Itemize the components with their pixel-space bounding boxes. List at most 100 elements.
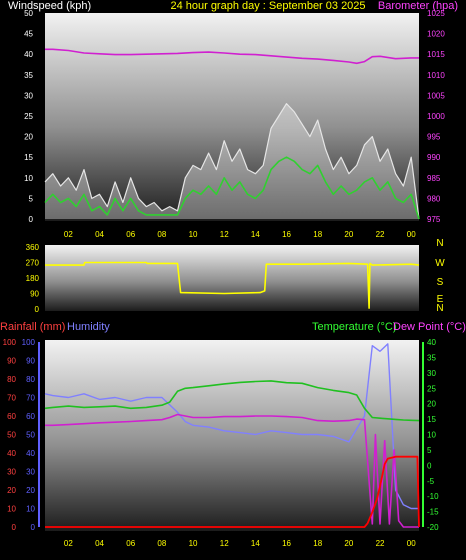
wind-y-tick: 45 [24, 30, 33, 39]
temperature-line [44, 380, 420, 422]
compass-label: N [436, 238, 443, 249]
humidity-y-tick: 60 [26, 412, 35, 421]
humidity-y-tick: 100 [22, 338, 36, 347]
humidity-line [44, 343, 419, 510]
barometer-line [45, 48, 419, 65]
rainfall-line [45, 455, 420, 528]
baro-y-tick: 1020 [427, 30, 445, 39]
wind-gust-line [44, 102, 420, 220]
dewpoint-title: Dew Point (°C) [393, 321, 466, 333]
climate-panel-bg [45, 340, 419, 531]
wind-y-tick: 40 [24, 50, 33, 59]
dewpoint-line [45, 413, 419, 528]
wind-y-tick: 10 [24, 174, 33, 183]
wind-x-tick: 14 [251, 230, 260, 239]
climate-x-tick: 04 [95, 539, 104, 548]
wind-y-tick: 50 [24, 9, 33, 18]
humidity-title: Humidity [67, 321, 110, 333]
wind-x-tick: 10 [189, 230, 198, 239]
rain-y-tick: 90 [7, 357, 16, 366]
wind-avg-line [44, 156, 420, 220]
direction-y-tick: 90 [30, 290, 39, 299]
rain-y-tick: 50 [7, 431, 16, 440]
wind-x-tick: 20 [344, 230, 353, 239]
temperature-y-tick: -20 [427, 523, 439, 532]
wind-y-tick: 15 [24, 153, 33, 162]
chart-marks: 0510152025303540455097598098599099510001… [3, 9, 446, 548]
climate-x-tick: 00 [407, 539, 416, 548]
climate-x-tick: 12 [220, 539, 229, 548]
climate-x-tick: 10 [189, 539, 198, 548]
wind-y-tick: 5 [29, 194, 34, 203]
rain-y-tick: 70 [7, 394, 16, 403]
rain-y-tick: 100 [3, 338, 17, 347]
climate-x-tick: 20 [344, 539, 353, 548]
rain-y-tick: 30 [7, 468, 16, 477]
baro-y-tick: 1015 [427, 50, 445, 59]
rain-y-tick: 0 [12, 523, 17, 532]
baro-y-tick: 975 [427, 215, 441, 224]
humidity-y-tick: 80 [26, 375, 35, 384]
compass-label: W [435, 258, 445, 269]
temperature-y-tick: 10 [427, 431, 436, 440]
humidity-y-tick: 0 [31, 523, 36, 532]
wind-x-tick: 00 [407, 230, 416, 239]
compass-label: E [437, 294, 444, 305]
climate-x-tick: 22 [376, 539, 385, 548]
temperature-y-tick: 25 [427, 384, 436, 393]
baro-y-tick: 1010 [427, 71, 445, 80]
wind-x-tick: 02 [64, 230, 73, 239]
rain-y-tick: 10 [7, 505, 16, 514]
rain-y-tick: 60 [7, 412, 16, 421]
climate-x-tick: 02 [64, 539, 73, 548]
temperature-y-tick: 15 [427, 415, 436, 424]
wind-x-tick: 08 [157, 230, 166, 239]
temperature-y-tick: 35 [427, 353, 436, 362]
temperature-y-tick: 30 [427, 369, 436, 378]
wind-x-tick: 12 [220, 230, 229, 239]
baro-y-tick: 1025 [427, 9, 445, 18]
compass-label: S [437, 277, 444, 288]
baro-y-tick: 1000 [427, 112, 445, 121]
climate-x-tick: 18 [313, 539, 322, 548]
wind-x-tick: 18 [313, 230, 322, 239]
humidity-y-tick: 70 [26, 394, 35, 403]
climate-x-tick: 06 [126, 539, 135, 548]
graph-day-title: 24 hour graph day : September 03 2025 [170, 0, 365, 12]
humidity-y-tick: 40 [26, 449, 35, 458]
temperature-y-tick: 5 [427, 446, 432, 455]
temperature-y-tick: 40 [427, 338, 436, 347]
climate-x-tick: 14 [251, 539, 260, 548]
wind-x-tick: 22 [376, 230, 385, 239]
wind-x-tick: 06 [126, 230, 135, 239]
humidity-y-tick: 90 [26, 357, 35, 366]
wind-y-tick: 0 [29, 215, 34, 224]
humidity-y-tick: 20 [26, 486, 35, 495]
temperature-y-tick: -10 [427, 492, 439, 501]
direction-y-tick: 180 [26, 274, 40, 283]
humidity-y-tick: 30 [26, 468, 35, 477]
climate-x-tick: 08 [157, 539, 166, 548]
rain-y-tick: 40 [7, 449, 16, 458]
temperature-y-tick: -5 [427, 477, 435, 486]
barometer-title: Barometer (hpa) [378, 0, 458, 12]
wind-x-tick: 04 [95, 230, 104, 239]
baro-y-tick: 985 [427, 174, 441, 183]
rain-y-tick: 20 [7, 486, 16, 495]
wind-y-tick: 20 [24, 133, 33, 142]
rain-y-tick: 80 [7, 375, 16, 384]
direction-panel-bg [45, 245, 419, 311]
rainfall-title: Rainfall (mm) [0, 321, 65, 333]
baro-y-tick: 980 [427, 194, 441, 203]
temperature-title: Temperature (°C) [312, 321, 396, 333]
wind-y-tick: 35 [24, 71, 33, 80]
baro-y-tick: 1005 [427, 91, 445, 100]
temperature-y-tick: -15 [427, 508, 439, 517]
temperature-y-tick: 20 [427, 400, 436, 409]
wind-direction-line [45, 261, 420, 309]
direction-y-tick: 0 [35, 305, 40, 314]
wind-y-tick: 25 [24, 112, 33, 121]
humidity-y-tick: 50 [26, 431, 35, 440]
